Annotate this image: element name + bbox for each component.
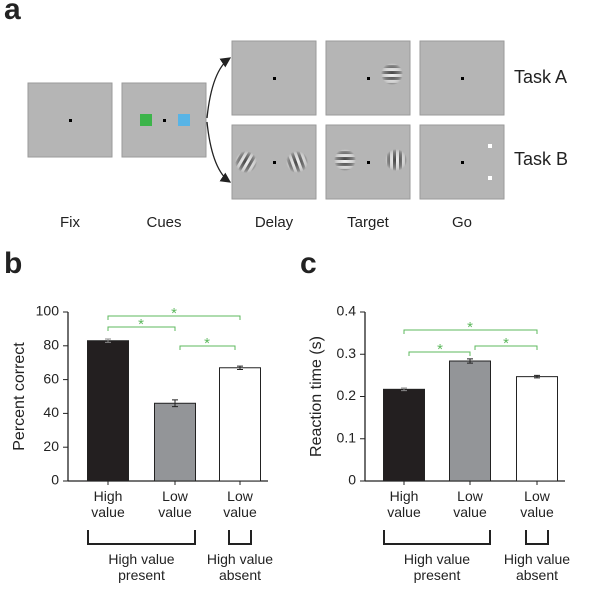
y-tick-label: 80	[43, 337, 59, 353]
y-tick-label: 40	[43, 404, 59, 420]
fixation	[69, 119, 72, 122]
group-label: High value absent	[503, 551, 571, 583]
significance-star: *	[138, 316, 144, 333]
group-bracket	[525, 530, 549, 545]
group-bracket	[228, 530, 252, 545]
cue-blue	[178, 114, 190, 126]
error-bar	[401, 387, 407, 392]
significance-star: *	[437, 341, 443, 358]
group-bracket	[87, 530, 196, 545]
x-tick-label: High value	[387, 488, 421, 520]
grating	[385, 149, 407, 171]
bar	[87, 340, 129, 482]
y-tick-label: 0.1	[337, 429, 357, 445]
y-tick-label: 0.2	[337, 387, 357, 403]
stage-label: Cues	[146, 214, 181, 231]
bar	[449, 360, 491, 482]
group-bracket	[383, 530, 491, 545]
y-tick-label: 60	[43, 370, 59, 386]
gabor	[235, 151, 257, 173]
stage-label: Delay	[255, 214, 294, 231]
error-bar	[237, 365, 243, 370]
significance-star: *	[467, 319, 473, 336]
significance-bracket	[107, 326, 176, 331]
bar	[516, 376, 558, 482]
stage-label: Target	[347, 214, 390, 231]
group-label: High value present	[108, 551, 175, 583]
gabor	[385, 149, 407, 171]
y-tick-label: 20	[43, 438, 59, 454]
task-label: Task A	[514, 67, 567, 87]
fixation	[163, 119, 166, 122]
significance-star: *	[503, 335, 509, 352]
error-bar	[105, 338, 111, 343]
x-tick-label: Low value	[520, 488, 554, 520]
gabor	[334, 149, 356, 171]
significance-bracket	[107, 315, 241, 320]
significance-bracket	[403, 329, 538, 334]
go-target	[488, 176, 492, 180]
significance-star: *	[204, 335, 210, 352]
fixation	[367, 161, 370, 164]
cue-green	[140, 114, 152, 126]
fixation	[367, 77, 370, 80]
error-bar	[172, 399, 178, 408]
panel-label: c	[300, 247, 317, 280]
stage-label: Fix	[60, 214, 80, 231]
significance-bracket	[179, 345, 236, 350]
x-tick-label: Low value	[158, 488, 192, 520]
grating	[235, 151, 257, 173]
error-bar	[534, 374, 540, 379]
x-tick-label: High value	[91, 488, 125, 520]
fixation	[273, 77, 276, 80]
task-diagram	[27, 40, 505, 200]
y-axis-label: Reaction time (s)	[308, 336, 325, 457]
fixation	[461, 161, 464, 164]
fixation	[461, 77, 464, 80]
go-target	[488, 144, 492, 148]
y-tick-label: 0	[51, 472, 59, 488]
panel-label: a	[4, 0, 21, 26]
grating	[286, 151, 308, 173]
y-tick-label: 0	[348, 472, 356, 488]
x-tick-label: Low value	[223, 488, 257, 520]
grating	[334, 149, 356, 171]
fixation	[273, 161, 276, 164]
group-label: High value present	[403, 551, 471, 583]
group-label: High value absent	[206, 551, 274, 583]
y-tick-label: 0.3	[337, 345, 357, 361]
y-axis-label: Percent correct	[11, 342, 28, 451]
arrow	[206, 121, 232, 183]
task-label: Task B	[514, 149, 568, 169]
panel-label: b	[4, 247, 23, 280]
significance-bracket	[408, 351, 471, 356]
bar	[154, 402, 196, 482]
stage-label: Go	[452, 214, 472, 231]
x-tick-label: Low value	[453, 488, 487, 520]
bar	[383, 388, 425, 482]
gabor	[286, 151, 308, 173]
significance-star: *	[171, 305, 177, 322]
bar	[219, 367, 261, 482]
y-tick-label: 100	[36, 303, 60, 319]
significance-bracket	[474, 345, 538, 350]
grating	[381, 63, 403, 85]
arrow	[206, 57, 232, 119]
error-bar	[467, 358, 473, 364]
y-tick-label: 0.4	[337, 303, 357, 319]
gabor	[381, 63, 403, 85]
